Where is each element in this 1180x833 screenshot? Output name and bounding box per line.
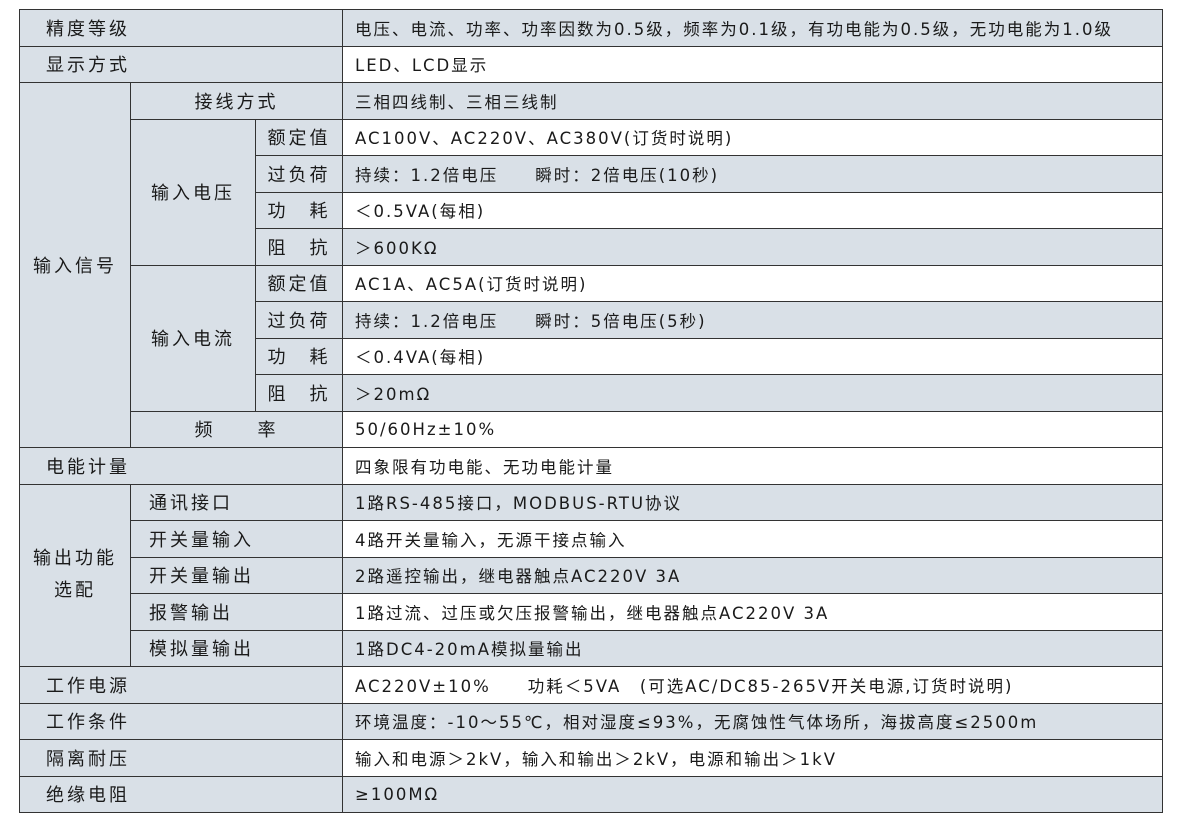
group-label-input-voltage: 输入电压 bbox=[130, 118, 256, 266]
group-label-line: 选配 bbox=[54, 580, 96, 602]
row-label: 隔离耐压 bbox=[19, 739, 343, 777]
row-label: 精度等级 bbox=[19, 9, 343, 47]
table-row: 输入电流 额定值 AC1A、AC5A(订货时说明) bbox=[20, 264, 1163, 412]
row-label: 额定值 bbox=[255, 264, 343, 302]
row-value: 持续：1.2倍电压 瞬时：5倍电压(5秒) bbox=[342, 301, 1163, 339]
table-row: 显示方式 LED、LCD显示 bbox=[19, 45, 1163, 83]
row-value: ＜0.4VA(每相) bbox=[342, 337, 1163, 375]
row-value: 环境温度：-10～55℃，相对湿度≤93%，无腐蚀性气体场所，海拔高度≤2500… bbox=[342, 702, 1163, 740]
table-row: 工作条件 环境温度：-10～55℃，相对湿度≤93%，无腐蚀性气体场所，海拔高度… bbox=[19, 702, 1163, 740]
row-label: 频 率 bbox=[130, 410, 343, 448]
table-row: 频 率 50/60Hz±10% bbox=[20, 410, 1163, 448]
row-label: 开关量输出 bbox=[130, 556, 343, 594]
row-value: 电压、电流、功率、功率因数为0.5级，频率为0.1级，有功电能为0.5级，无功电… bbox=[342, 9, 1163, 47]
group-label-line: 输出功能 bbox=[33, 548, 117, 570]
row-label: 绝缘电阻 bbox=[19, 775, 343, 813]
table-row: 输入电压 额定值 AC100V、AC220V、AC380V(订货时说明) bbox=[20, 118, 1163, 266]
table-row: 阻 抗 ＞600KΩ bbox=[20, 228, 1163, 266]
row-value: ＞600KΩ bbox=[342, 228, 1163, 266]
row-value: 1路DC4-20mA模拟量输出 bbox=[342, 629, 1163, 667]
group-label-output: 输出功能 选配 bbox=[19, 483, 131, 667]
row-value: AC1A、AC5A(订货时说明) bbox=[342, 264, 1163, 302]
row-value: AC220V±10% 功耗＜5VA (可选AC/DC85-265V开关电源,订货… bbox=[342, 666, 1163, 704]
group-label-input-signal: 输入信号 bbox=[19, 82, 131, 448]
row-label: 显示方式 bbox=[19, 45, 343, 83]
table-row: 过负荷 持续：1.2倍电压 瞬时：2倍电压(10秒) bbox=[20, 155, 1163, 193]
table-row: 开关量输出 2路遥控输出，继电器触点AC220V 3A bbox=[20, 556, 1163, 594]
row-value: 输入和电源＞2kV，输入和输出＞2kV，电源和输出＞1kV bbox=[342, 739, 1163, 777]
row-label: 阻 抗 bbox=[255, 228, 343, 266]
table-row: 电能计量 四象限有功电能、无功电能计量 bbox=[19, 447, 1163, 485]
row-value: 1路过流、过压或欠压报警输出，继电器触点AC220V 3A bbox=[342, 593, 1163, 631]
table-row: 输入信号 接线方式 三相四线制、三相三线制 bbox=[19, 82, 1163, 448]
row-label: 额定值 bbox=[255, 118, 343, 156]
row-label: 接线方式 bbox=[130, 82, 343, 120]
spec-table: 精度等级 电压、电流、功率、功率因数为0.5级，频率为0.1级，有功电能为0.5… bbox=[19, 9, 1163, 813]
row-label: 工作电源 bbox=[19, 666, 343, 704]
table-row: 功 耗 ＜0.4VA(每相) bbox=[20, 337, 1163, 375]
row-label: 报警输出 bbox=[130, 593, 343, 631]
row-label: 功 耗 bbox=[255, 191, 343, 229]
row-label: 电能计量 bbox=[19, 447, 343, 485]
row-value: ＞20mΩ bbox=[342, 374, 1163, 412]
row-value: LED、LCD显示 bbox=[342, 45, 1163, 83]
table-row: 绝缘电阻 ≥100MΩ bbox=[19, 775, 1163, 813]
table-row: 模拟量输出 1路DC4-20mA模拟量输出 bbox=[20, 629, 1163, 667]
row-label: 过负荷 bbox=[255, 155, 343, 193]
row-label: 功 耗 bbox=[255, 337, 343, 375]
row-label: 工作条件 bbox=[19, 702, 343, 740]
row-value: 持续：1.2倍电压 瞬时：2倍电压(10秒) bbox=[342, 155, 1163, 193]
row-label: 通讯接口 bbox=[130, 483, 343, 521]
row-value: 50/60Hz±10% bbox=[342, 410, 1163, 448]
table-row: 工作电源 AC220V±10% 功耗＜5VA (可选AC/DC85-265V开关… bbox=[19, 666, 1163, 704]
row-label: 模拟量输出 bbox=[130, 629, 343, 667]
table-row: 开关量输入 4路开关量输入，无源干接点输入 bbox=[20, 520, 1163, 558]
table-row: 隔离耐压 输入和电源＞2kV，输入和输出＞2kV，电源和输出＞1kV bbox=[19, 739, 1163, 777]
table-row: 过负荷 持续：1.2倍电压 瞬时：5倍电压(5秒) bbox=[20, 301, 1163, 339]
table-row: 精度等级 电压、电流、功率、功率因数为0.5级，频率为0.1级，有功电能为0.5… bbox=[19, 9, 1163, 47]
row-value: 三相四线制、三相三线制 bbox=[342, 82, 1163, 120]
row-value: 2路遥控输出，继电器触点AC220V 3A bbox=[342, 556, 1163, 594]
table-row: 报警输出 1路过流、过压或欠压报警输出，继电器触点AC220V 3A bbox=[20, 593, 1163, 631]
row-value: 四象限有功电能、无功电能计量 bbox=[342, 447, 1163, 485]
row-value: ＜0.5VA(每相) bbox=[342, 191, 1163, 229]
row-label: 开关量输入 bbox=[130, 520, 343, 558]
row-value: AC100V、AC220V、AC380V(订货时说明) bbox=[342, 118, 1163, 156]
row-value: ≥100MΩ bbox=[342, 775, 1163, 813]
table-row: 阻 抗 ＞20mΩ bbox=[20, 374, 1163, 412]
row-label: 阻 抗 bbox=[255, 374, 343, 412]
row-label: 过负荷 bbox=[255, 301, 343, 339]
group-label-input-current: 输入电流 bbox=[130, 264, 256, 412]
row-value: 1路RS-485接口，MODBUS-RTU协议 bbox=[342, 483, 1163, 521]
table-row: 输出功能选配 通讯接口 1路RS-485接口，MODBUS-RTU协议 bbox=[19, 483, 1163, 667]
table-row: 功 耗 ＜0.5VA(每相) bbox=[20, 191, 1163, 229]
row-value: 4路开关量输入，无源干接点输入 bbox=[342, 520, 1163, 558]
